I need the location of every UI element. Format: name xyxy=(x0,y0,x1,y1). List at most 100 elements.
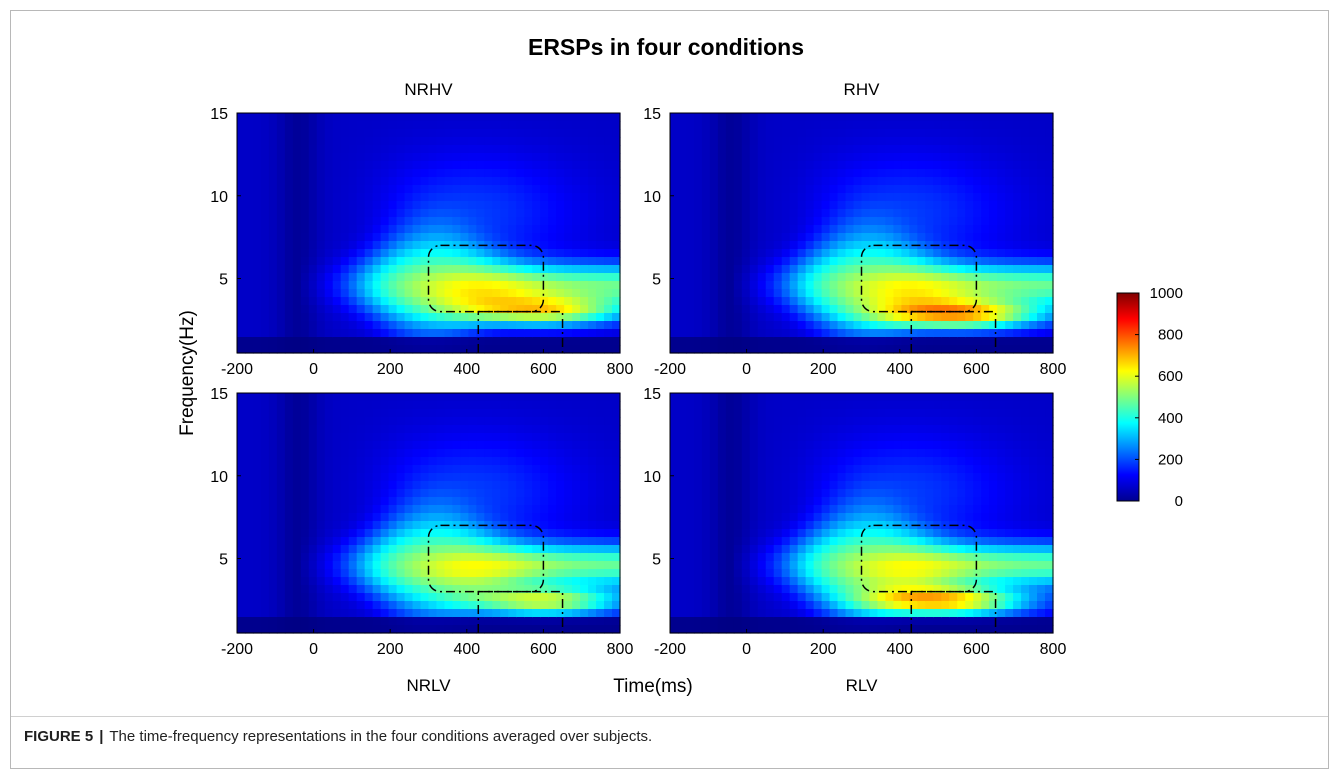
heatmap-cell xyxy=(252,481,262,490)
heatmap-cell xyxy=(348,561,358,570)
heatmap-cell xyxy=(989,305,998,314)
heatmap-cell xyxy=(404,201,414,210)
heatmap-cell xyxy=(861,337,871,346)
heatmap-cell xyxy=(973,201,982,210)
heatmap-cell xyxy=(420,529,430,538)
heatmap-cell xyxy=(596,337,605,346)
heatmap-cell xyxy=(468,601,477,610)
heatmap-cell xyxy=(364,201,374,210)
heatmap-cell xyxy=(572,585,581,594)
heatmap-cell xyxy=(853,209,863,218)
heatmap-cell xyxy=(244,273,254,282)
heatmap-cell xyxy=(789,545,799,554)
heatmap-cell xyxy=(308,265,318,274)
heatmap-cell xyxy=(717,553,727,562)
heatmap-cell xyxy=(508,169,517,178)
heatmap-cell xyxy=(252,577,262,586)
heatmap-cell xyxy=(917,233,926,242)
heatmap-cell xyxy=(380,401,390,410)
heatmap-cell xyxy=(316,609,326,618)
heatmap-cell xyxy=(789,161,799,170)
heatmap-cell xyxy=(452,529,462,538)
heatmap-cell xyxy=(500,545,509,554)
heatmap-cell xyxy=(508,561,517,570)
heatmap-cell xyxy=(670,521,679,530)
heatmap-cell xyxy=(428,177,438,186)
heatmap-cell xyxy=(420,321,430,330)
heatmap-cell xyxy=(789,153,799,162)
heatmap-cell xyxy=(284,249,294,258)
heatmap-cell xyxy=(701,521,711,530)
heatmap-cell xyxy=(941,121,950,130)
heatmap-cell xyxy=(741,193,751,202)
heatmap-cell xyxy=(604,313,613,322)
heatmap-cell xyxy=(412,233,422,242)
heatmap-cell xyxy=(332,489,342,498)
axes-frame xyxy=(236,392,621,634)
heatmap-cell xyxy=(997,241,1006,250)
heatmap-cell xyxy=(380,601,390,610)
heatmap-cell xyxy=(244,425,254,434)
heatmap-cell xyxy=(829,345,839,354)
heatmap-cell xyxy=(1045,193,1054,202)
heatmap-cell xyxy=(364,225,374,234)
heatmap-cell xyxy=(588,489,597,498)
heatmap-cell xyxy=(237,137,246,146)
heatmap-cell xyxy=(436,281,446,290)
heatmap-cell xyxy=(476,601,485,610)
heatmap-cell xyxy=(332,145,342,154)
heatmap-cell xyxy=(933,329,942,338)
heatmap-cell xyxy=(829,249,839,258)
heatmap-cell xyxy=(773,233,783,242)
heatmap-cell xyxy=(276,233,286,242)
heatmap-cell xyxy=(524,113,533,122)
heatmap-cell xyxy=(444,577,454,586)
heatmap-cell xyxy=(340,617,350,626)
heatmap-cell xyxy=(725,617,735,626)
heatmap-cell xyxy=(260,265,270,274)
heatmap-cell xyxy=(885,129,895,138)
heatmap-cell xyxy=(670,321,679,330)
heatmap-cell xyxy=(508,273,517,282)
heatmap-cell xyxy=(372,425,382,434)
heatmap-cell xyxy=(500,249,509,258)
heatmap-cell xyxy=(925,305,934,314)
heatmap-cell xyxy=(861,217,871,226)
heatmap-cell xyxy=(1045,321,1054,330)
heatmap-cell xyxy=(492,497,501,506)
heatmap-cell xyxy=(733,625,743,634)
heatmap-cell xyxy=(540,433,549,442)
heatmap-cell xyxy=(476,121,485,130)
heatmap-cell xyxy=(685,137,695,146)
heatmap-cell xyxy=(348,241,358,250)
heatmap-cell xyxy=(516,217,525,226)
heatmap-cell xyxy=(284,449,294,458)
heatmap-cell xyxy=(604,193,613,202)
heatmap-cell xyxy=(444,625,454,634)
heatmap-cell xyxy=(797,265,807,274)
heatmap-cell xyxy=(268,121,278,130)
heatmap-cell xyxy=(572,409,581,418)
heatmap-cell xyxy=(909,145,918,154)
heatmap-cell xyxy=(412,465,422,474)
heatmap-cell xyxy=(677,409,687,418)
heatmap-cell xyxy=(260,481,270,490)
heatmap-cell xyxy=(670,129,679,138)
heatmap-cell xyxy=(396,545,406,554)
heatmap-cell xyxy=(348,185,358,194)
heatmap-cell xyxy=(949,289,958,298)
heatmap-cell xyxy=(300,113,310,122)
heatmap-cell xyxy=(396,521,406,530)
heatmap-cell xyxy=(492,161,501,170)
heatmap-cell xyxy=(572,497,581,506)
heatmap-cell xyxy=(428,449,438,458)
heatmap-cell xyxy=(564,585,573,594)
heatmap-cell xyxy=(941,177,950,186)
heatmap-cell xyxy=(364,233,374,242)
heatmap-cell xyxy=(460,185,469,194)
heatmap-cell xyxy=(1021,297,1030,306)
heatmap-cell xyxy=(492,553,501,562)
heatmap-cell xyxy=(332,609,342,618)
heatmap-cell xyxy=(564,505,573,514)
heatmap-cell xyxy=(340,457,350,466)
